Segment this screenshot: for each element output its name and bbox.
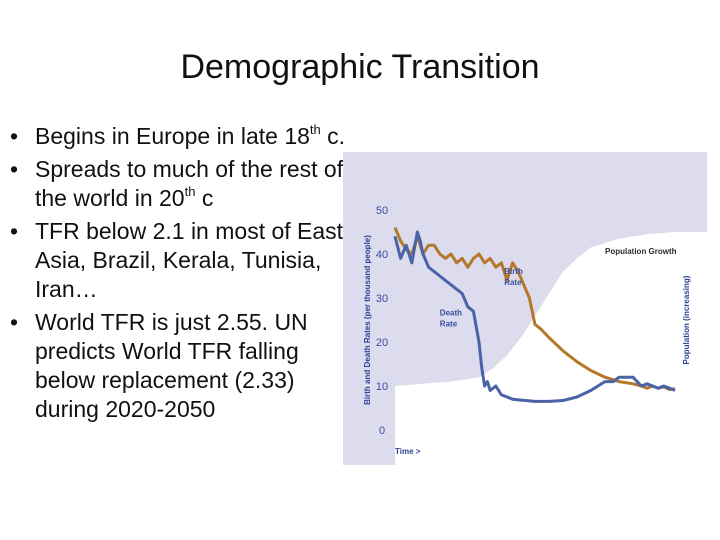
bullet-text: c. [320, 123, 346, 149]
bullet-list: • Begins in Europe in late 18th c. • Spread… [8, 122, 348, 428]
bullet-superscript: th [309, 122, 321, 138]
y2-axis-label: Population (increasing) [682, 275, 691, 364]
bullet-item: • World TFR is just 2.55. UN predicts Wor… [8, 308, 348, 424]
y-tick-label: 30 [376, 293, 388, 305]
bullet-item: • TFR below 2.1 in most of East Asia, Bra… [8, 217, 348, 304]
bullet-text: c [195, 185, 214, 211]
chart-annotation: Rate [440, 320, 458, 329]
x-axis-label: Time > [395, 447, 421, 456]
chart-svg: 0 10 20 30 40 50 Population Growth Birth Rate De… [343, 152, 707, 465]
chart-annotation: Birth [504, 267, 523, 276]
slide-title: Demographic Transition [180, 48, 540, 86]
chart-annotation: Population Growth [605, 247, 677, 256]
y-tick-label: 50 [376, 205, 388, 217]
y-tick-label: 0 [379, 425, 385, 437]
y-tick-label: 40 [376, 249, 388, 261]
bullet-dot: • [10, 156, 19, 182]
bullet-item: • Spreads to much of the rest of the worl… [8, 155, 348, 213]
demographic-transition-chart: 0 10 20 30 40 50 Population Growth Birth Rate De… [343, 152, 707, 465]
bullet-dot: • [10, 309, 19, 335]
chart-annotation: Death [440, 309, 462, 318]
bullet-text: Spreads to much of the rest of the world… [35, 156, 344, 211]
birth-rate-line [393, 227, 676, 392]
bullet-superscript: th [184, 184, 196, 200]
y-axis-label: Birth and Death Rates (per thousand peop… [363, 235, 372, 405]
bullet-dot: • [10, 123, 19, 149]
bullet-text: TFR below 2.1 in most of East Asia, Braz… [35, 218, 344, 302]
bullet-text: World TFR is just 2.55. UN predicts Worl… [35, 309, 308, 422]
death-rate-line [393, 230, 676, 403]
y-tick-label: 10 [376, 381, 388, 393]
bullet-item: • Begins in Europe in late 18th c. [8, 122, 348, 151]
population-growth-area [395, 232, 707, 465]
bullet-dot: • [10, 218, 19, 244]
bullet-text: Begins in Europe in late 18 [35, 123, 310, 149]
y-tick-label: 20 [376, 337, 388, 349]
chart-annotation: Rate [504, 278, 522, 287]
